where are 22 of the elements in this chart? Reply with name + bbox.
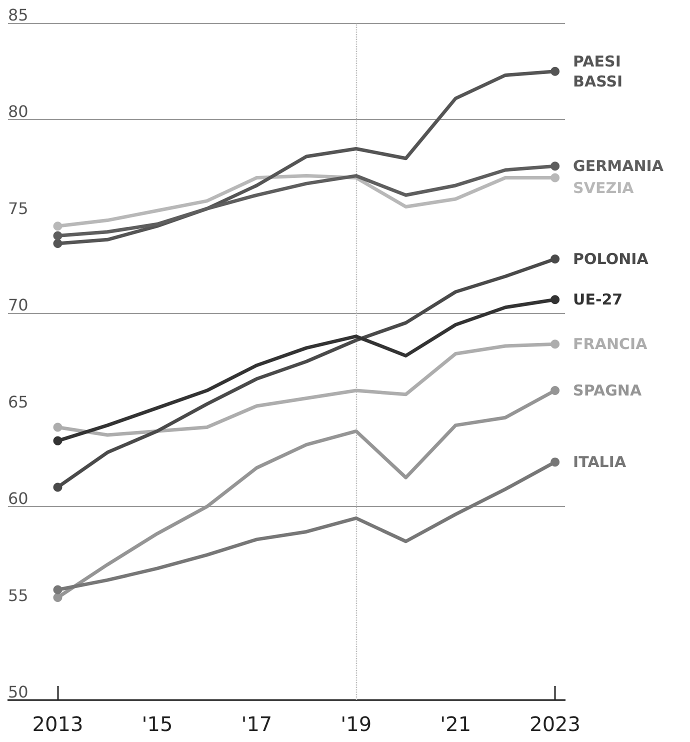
series-label: SVEZIA [573,179,634,198]
y-tick-label: 75 [8,198,28,218]
series-label: SPAGNA [573,382,642,400]
series-label: POLONIA [573,250,649,268]
y-tick-label: 65 [8,392,28,412]
y-tick-label: 55 [8,586,28,605]
series-label: PAESI BASSI [573,52,626,90]
y-tick-label: 80 [8,102,28,122]
series-label: ITALIA [573,453,626,472]
y-tick-label: 85 [8,6,28,24]
y-tick-label: 70 [8,296,28,315]
x-tick-label: '17 [241,712,272,736]
y-tick-label: 50 [8,682,28,702]
x-tick-label: 2023 [530,712,581,736]
x-tick-label: '21 [440,712,472,736]
x-tick-label: '15 [142,712,173,736]
x-tick-label: 2013 [32,712,84,736]
y-tick-label: 60 [8,489,28,508]
series-label: FRANCIA [573,335,648,354]
x-tick-label: '19 [340,712,372,736]
series-label: GERMANIA [573,157,664,176]
series-label: UE-27 [573,290,623,309]
